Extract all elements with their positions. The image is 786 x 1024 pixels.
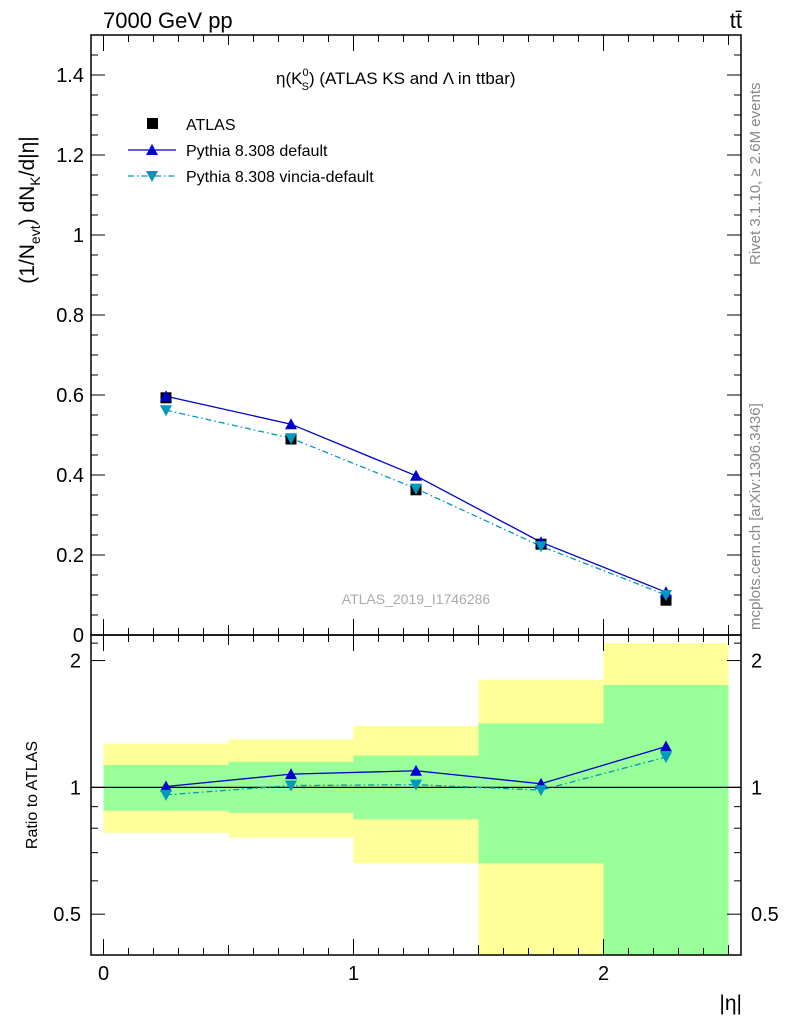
ratio-ylabel: Ratio to ATLAS — [24, 741, 41, 849]
legend-label-vincia: Pythia 8.308 vincia-default — [186, 169, 374, 186]
mcplots-label: mcplots.cern.ch [arXiv:1306.3436] — [747, 403, 764, 630]
ratio-ytick-label-right: 1 — [751, 777, 762, 799]
ylabel-part-a: (1/N — [16, 244, 39, 284]
ylabel-part-b: ) dN — [16, 186, 39, 226]
ratio-ytick-label-left: 0.5 — [53, 904, 81, 926]
ratio-vincia-default-point — [410, 779, 422, 791]
legend-marker-atlas — [147, 118, 158, 129]
main-panel: 0.20.40.60.811.21.40 η(K0 S) (ATLAS KS an… — [16, 34, 742, 647]
ratio-vincia-default-line — [165, 756, 667, 796]
main-ytick-label: 0.4 — [56, 465, 84, 487]
main-ytick-label: 1.4 — [56, 65, 84, 87]
ratio-ytick-label-right: 2 — [751, 651, 762, 673]
title-sub: S — [302, 81, 309, 93]
ratio-pythia-default-point — [410, 764, 422, 776]
ratio-ytick-label-right: 0.5 — [751, 904, 779, 926]
main-ytick-label: 0.8 — [56, 305, 84, 327]
ratio-pythia-default-point — [660, 740, 672, 752]
vincia-default-point — [410, 483, 422, 495]
ylabel-part-c: /d|η| — [16, 136, 39, 176]
vincia-default-point — [535, 541, 547, 553]
main-axes: 0.2 0.4 0.6 0.8 1 1.2 1.4 0 — [56, 35, 741, 647]
ratio-ytick-label-left: 1 — [70, 777, 81, 799]
ratio-panel: 0.5 0.5 1 1 2 2 Ratio to ATLAS — [24, 634, 779, 956]
pythia-default-point — [285, 418, 297, 430]
ratio-bands — [91, 643, 741, 955]
ratio-marks — [160, 740, 672, 801]
main-marks — [160, 390, 672, 606]
pythia-default-point — [410, 469, 422, 481]
title-eta: η(K — [276, 69, 303, 88]
main-ylabel: (1/Nevt) dNK/d|η| — [16, 136, 43, 284]
ratio-vincia-default-point — [660, 752, 672, 764]
ratio-vincia-default-point — [160, 789, 172, 801]
main-ytick-label: 1.2 — [56, 145, 84, 167]
ratio-band-inner — [603, 684, 729, 955]
legend: ATLAS Pythia 8.308 default Pythia 8.308 … — [128, 117, 374, 186]
main-ytick-label: 0.6 — [56, 385, 84, 407]
main-title: η(K0 S) (ATLAS KS and Λ in ttbar) — [276, 67, 516, 93]
main-ytick-label-zero: 0 — [73, 625, 84, 647]
title-rest: ) (ATLAS KS and Λ in ttbar) — [309, 69, 516, 88]
ratio-vincia-default-point — [535, 785, 547, 797]
vincia-default-point — [285, 433, 297, 445]
legend-marker-pythia — [146, 144, 158, 155]
rivet-label: Rivet 3.1.10, ≥ 2.6M events — [747, 83, 764, 266]
vincia-default-line — [165, 409, 667, 596]
x-axis-title: |η| — [719, 992, 742, 1015]
x-tick-label: 1 — [348, 963, 359, 985]
title-sup: 0 — [302, 67, 308, 79]
main-ytick-label: 1 — [73, 225, 84, 247]
ratio-ytick-label-left: 2 — [70, 651, 81, 673]
ratio-vincia-default-point — [285, 780, 297, 792]
legend-label-atlas: ATLAS — [186, 117, 236, 134]
ratio-frame — [90, 634, 742, 956]
legend-marker-vincia — [146, 171, 158, 182]
ratio-axes: 0.5 0.5 1 1 2 2 — [53, 635, 779, 956]
pythia-default-point — [160, 390, 172, 402]
process-label: tt̄ — [730, 8, 742, 33]
main-ytick-label: 0.2 — [56, 545, 84, 567]
energy-label: 7000 GeV pp — [103, 8, 233, 33]
legend-label-pythia: Pythia 8.308 default — [186, 143, 328, 160]
x-axis-labels: 0 1 2 — [98, 963, 609, 985]
vincia-default-point — [160, 405, 172, 417]
x-tick-label: 2 — [598, 963, 609, 985]
ylabel-sub-k: K — [27, 176, 43, 186]
ylabel-sub-evt: evt — [27, 225, 43, 244]
x-tick-label: 0 — [98, 963, 109, 985]
analysis-watermark: ATLAS_2019_I1746286 — [342, 591, 491, 607]
ratio-pythia-default-point — [285, 768, 297, 780]
ratio-pythia-default-point — [160, 780, 172, 792]
vincia-default-point — [660, 590, 672, 601]
